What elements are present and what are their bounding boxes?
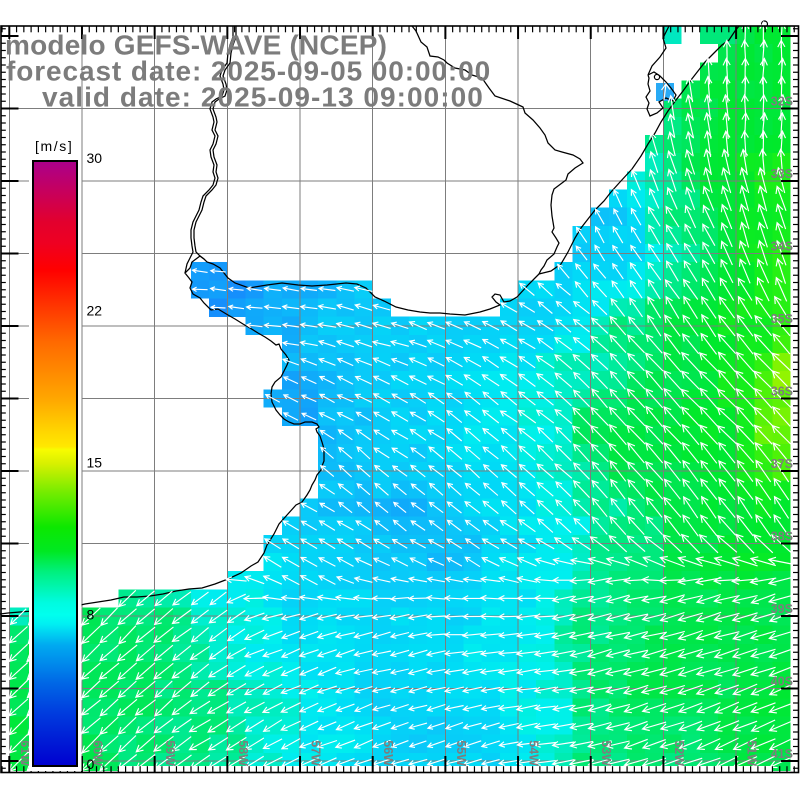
svg-text:56W: 56W [381, 740, 395, 766]
svg-text:54W: 54W [527, 740, 541, 766]
svg-text:modelo GEFS-WAVE (NCEP): modelo GEFS-WAVE (NCEP) [5, 30, 387, 61]
svg-text:38S: 38S [771, 530, 793, 544]
svg-text:40S: 40S [771, 675, 793, 689]
svg-text:53W: 53W [599, 740, 613, 766]
svg-text:15: 15 [87, 455, 103, 471]
svg-text:51W: 51W [745, 740, 759, 766]
svg-text:22: 22 [87, 303, 103, 319]
svg-text:52W: 52W [672, 740, 686, 766]
svg-text:30: 30 [87, 150, 103, 166]
svg-text:forecast date: 2025-09-05 00:0: forecast date: 2025-09-05 00:00:00 [6, 56, 491, 87]
svg-text:58W: 58W [236, 740, 250, 766]
svg-text:[m/s]: [m/s] [35, 138, 73, 154]
svg-text:37S: 37S [771, 457, 793, 471]
svg-text:34S: 34S [771, 240, 793, 254]
svg-text:35S: 35S [771, 312, 793, 326]
svg-text:32S: 32S [771, 95, 793, 109]
svg-text:57W: 57W [309, 740, 323, 766]
svg-text:59W: 59W [163, 740, 177, 766]
svg-text:33S: 33S [771, 167, 793, 181]
svg-text:41S: 41S [771, 747, 793, 761]
svg-text:valid date: 2025-09-13 09:00:0: valid date: 2025-09-13 09:00:00 [42, 82, 484, 113]
svg-text:60W: 60W [91, 740, 105, 766]
svg-text:55W: 55W [454, 740, 468, 766]
svg-text:0: 0 [87, 756, 95, 772]
svg-text:8: 8 [87, 607, 95, 623]
svg-text:39S: 39S [771, 602, 793, 616]
svg-text:61W: 61W [18, 740, 32, 766]
svg-text:36S: 36S [771, 385, 793, 399]
